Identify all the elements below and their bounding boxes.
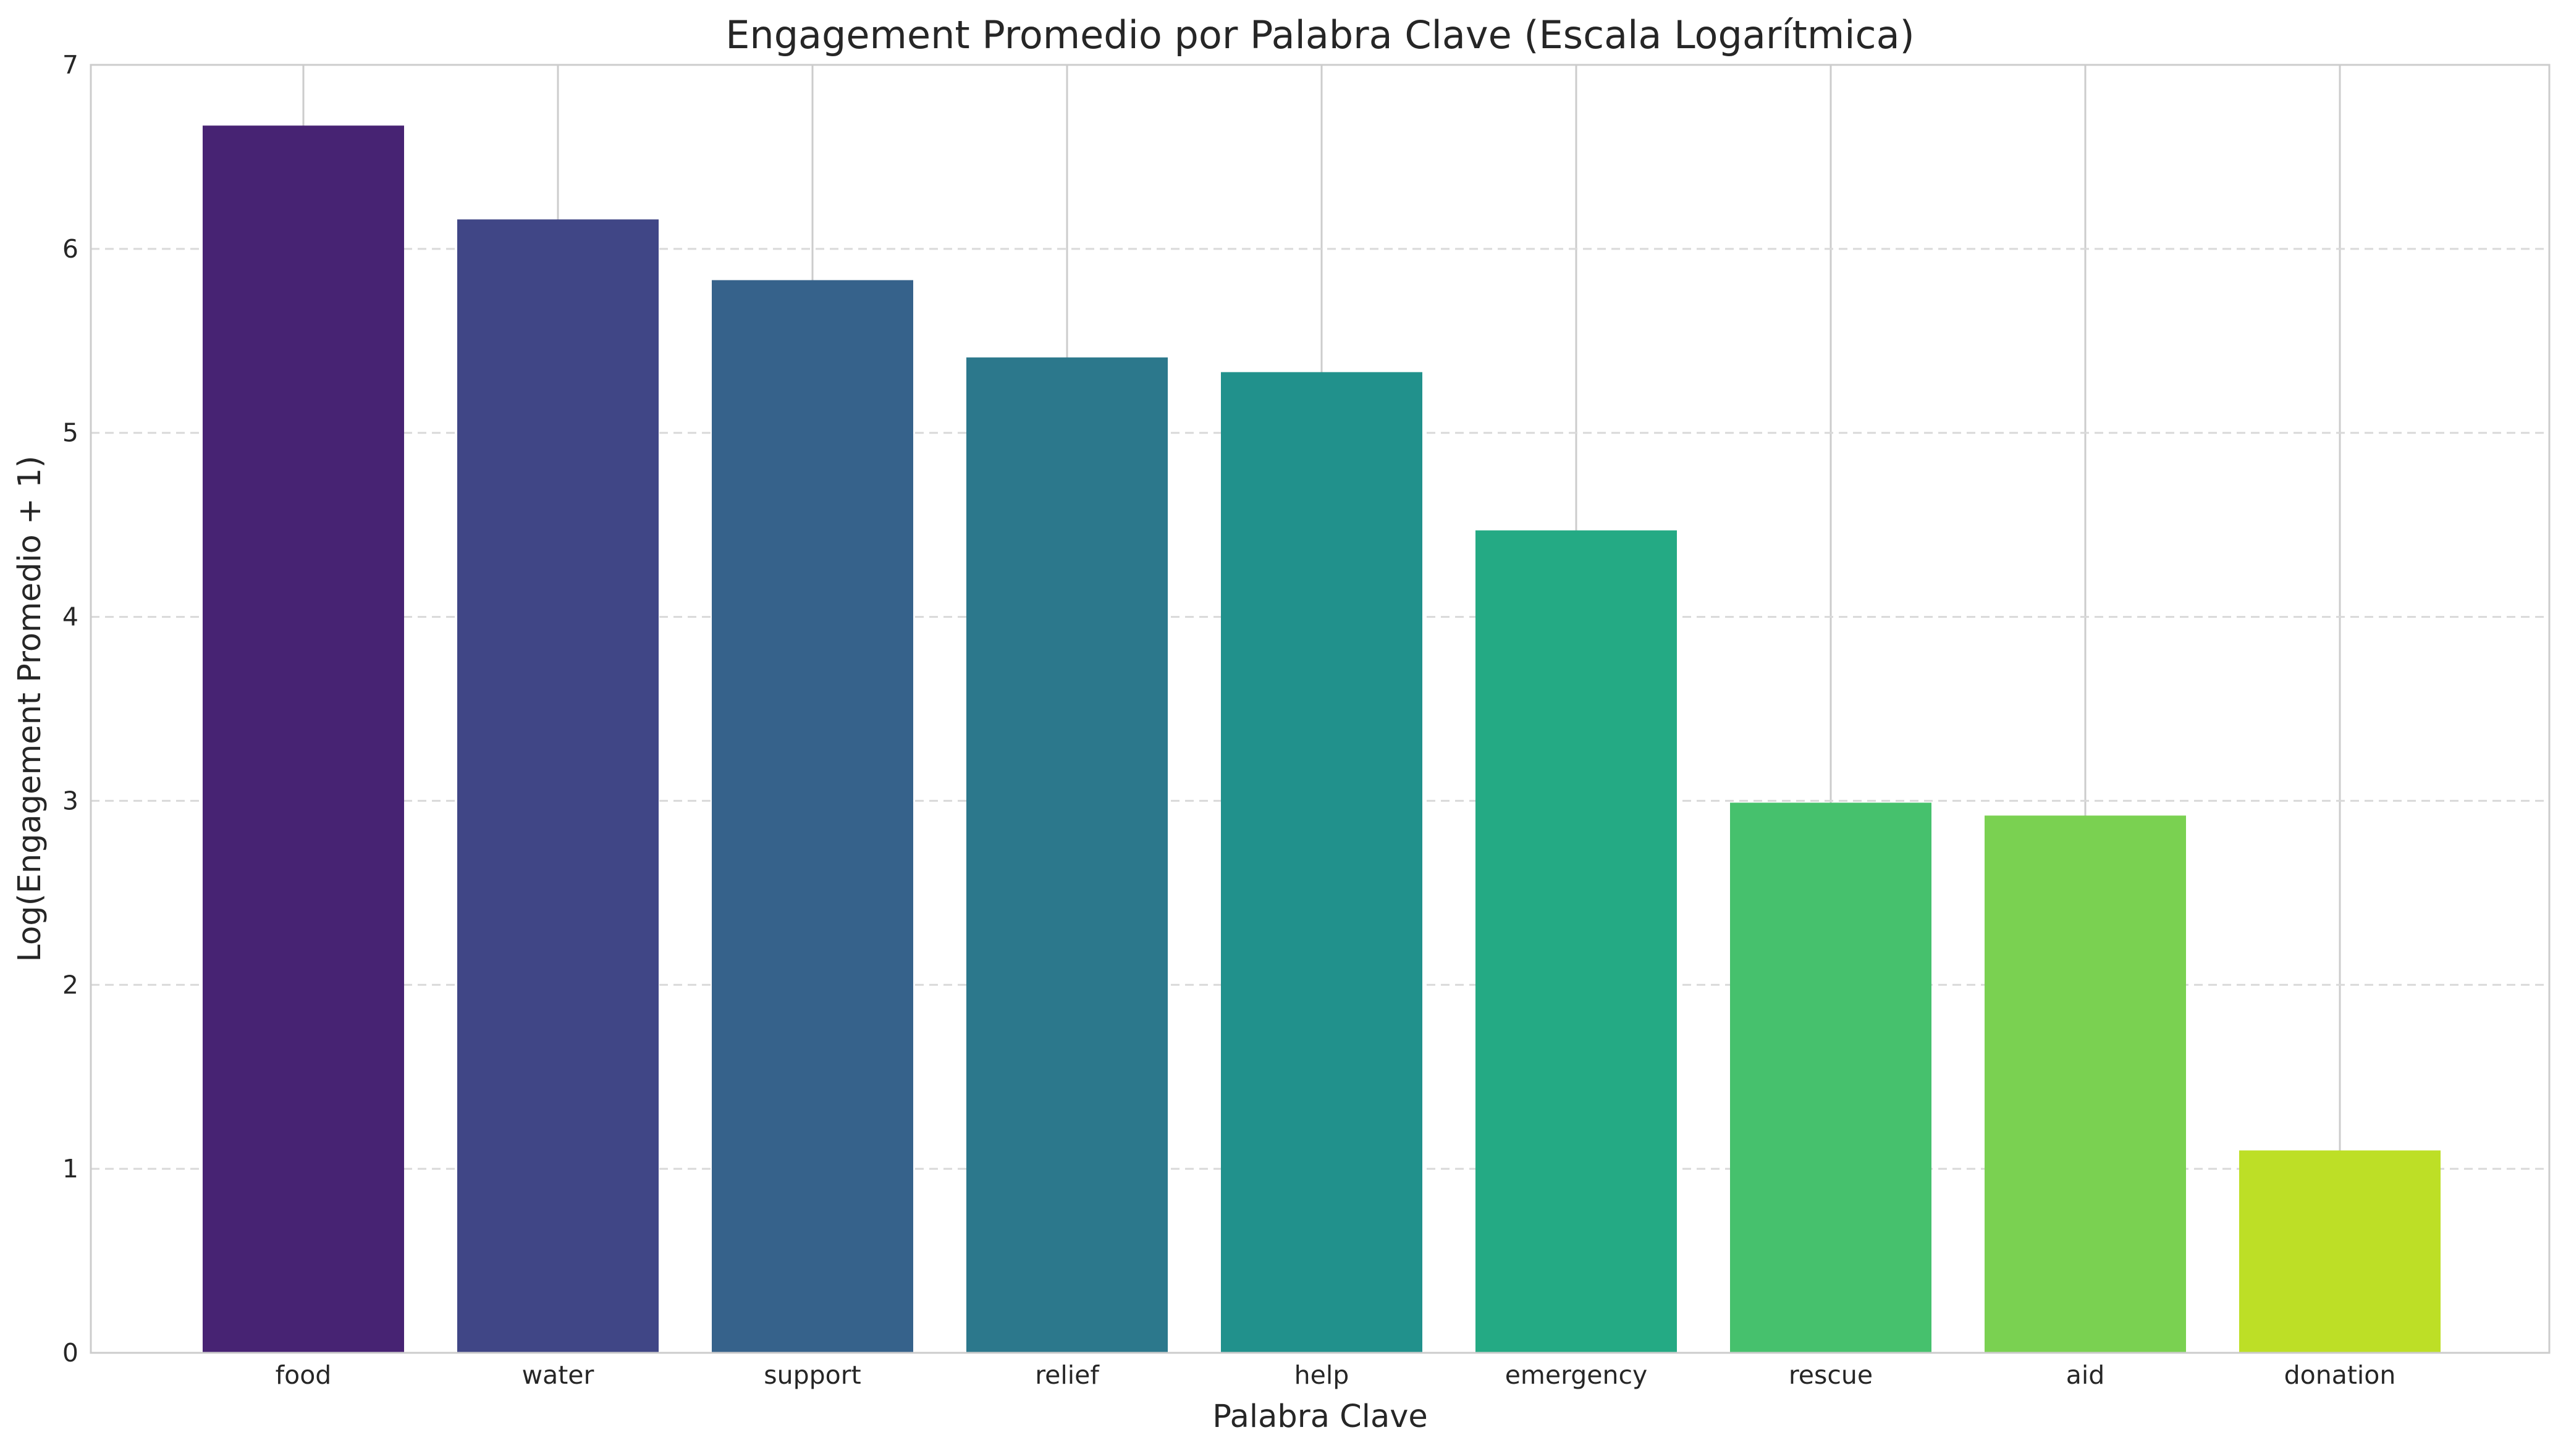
bar-relief [966, 357, 1168, 1353]
y-tick-label: 0 [62, 1338, 78, 1368]
y-tick-label: 5 [62, 418, 78, 448]
y-tick-labels: 0 1 2 3 4 5 6 7 [62, 50, 78, 1368]
x-tick-label: food [276, 1360, 332, 1390]
x-tick-label: support [764, 1360, 861, 1390]
y-tick-label: 7 [62, 50, 78, 80]
bar-water [457, 219, 659, 1353]
y-axis-title: Log(Engagement Promedio + 1) [12, 456, 48, 962]
y-tick-label: 4 [62, 602, 78, 632]
bar-donation [2239, 1150, 2441, 1353]
x-axis-title: Palabra Clave [1212, 1399, 1428, 1435]
x-tick-labels: food water support relief help emergency rescu… [276, 1360, 2396, 1390]
bar-aid [1985, 815, 2186, 1353]
x-tick-label: rescue [1789, 1360, 1873, 1390]
y-tick-label: 1 [62, 1154, 78, 1184]
x-tick-label: emergency [1505, 1360, 1648, 1390]
y-tick-label: 3 [62, 786, 78, 815]
bar-rescue [1730, 802, 1931, 1353]
bar-support [712, 280, 913, 1353]
chart-title: Engagement Promedio por Palabra Clave (E… [725, 12, 1915, 57]
x-tick-label: water [522, 1360, 594, 1390]
y-tick-label: 6 [62, 234, 78, 264]
x-tick-label: help [1294, 1360, 1349, 1390]
bar-food [203, 125, 404, 1353]
y-tick-label: 2 [62, 970, 78, 999]
bar-help [1221, 372, 1422, 1353]
x-tick-label: donation [2284, 1360, 2396, 1390]
x-tick-label: relief [1035, 1360, 1100, 1390]
plot-frame [90, 64, 2551, 1354]
bars [203, 125, 2441, 1353]
bar-emergency [1475, 530, 1677, 1353]
x-tick-label: aid [2066, 1360, 2105, 1390]
